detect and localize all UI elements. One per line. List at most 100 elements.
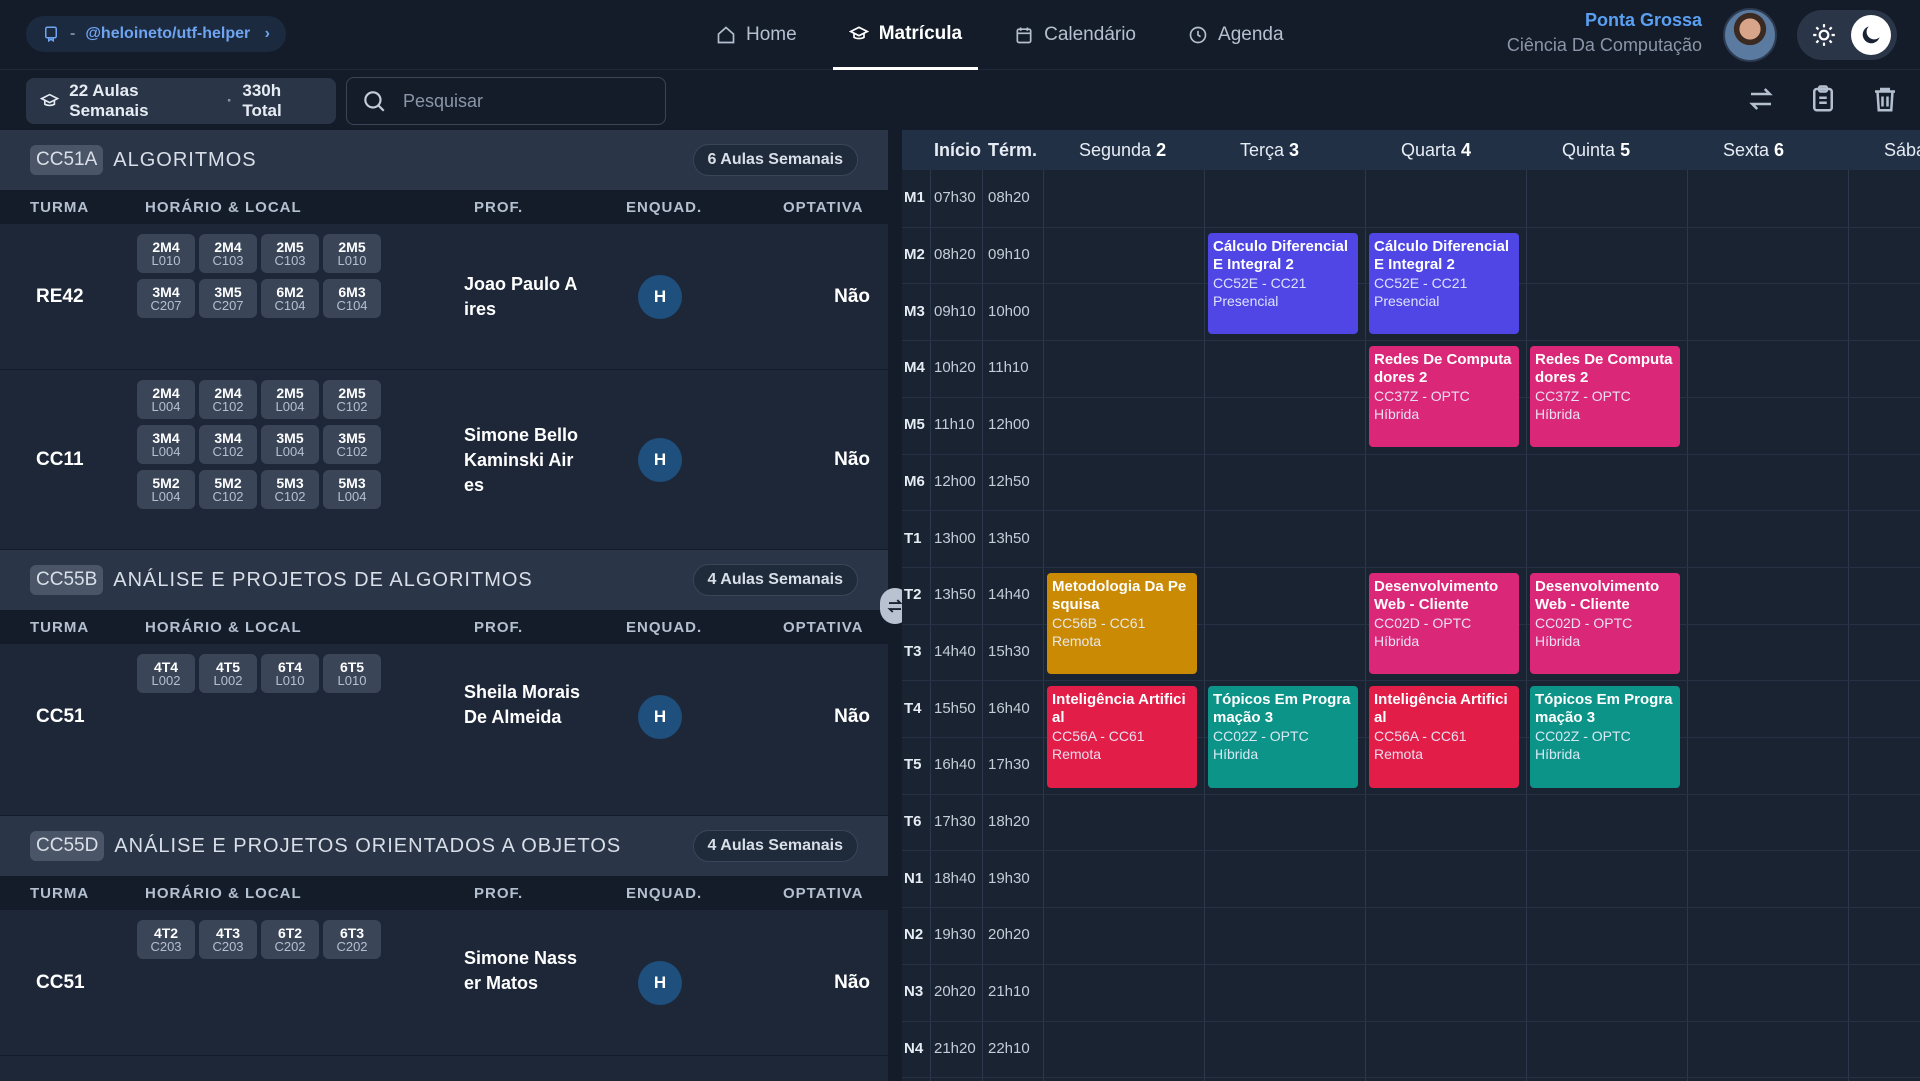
search-icon [364,91,385,112]
nav-calendario[interactable]: Calendário [998,0,1152,70]
slot-time: 2M5 [276,384,304,401]
swap-icon[interactable] [1746,84,1776,114]
sun-icon [1813,24,1835,46]
event-name: Tópicos Em Progra mação 3 [1535,691,1673,727]
slot-room: C104 [336,297,368,313]
class-event[interactable]: Cálculo Diferencial E Integral 2 CC52E - … [1208,232,1358,335]
clipboard-icon[interactable] [1808,84,1838,114]
class-event[interactable]: Tópicos Em Progra mação 3 CC02Z - OPTC Híb… [1530,686,1680,788]
start-column-header: Início [934,140,982,160]
day-name: Quarta [1401,140,1457,160]
day-number: 4 [1461,140,1472,160]
slot-time: 2M4 [214,238,242,255]
time-end: 14h40 [988,586,1030,604]
event-mode: Remota [1052,746,1102,763]
class-event[interactable]: Inteligência Artifici al CC56A - CC61 Remo… [1369,686,1519,788]
search-input[interactable] [403,90,643,112]
class-row[interactable]: CC11 2M4 L004 2M4 C102 2M5 L004 2M5 C102 3M4 L004 3… [0,370,888,550]
grid-column-line [1204,170,1205,1081]
day-header: Quinta 5 [1562,140,1630,161]
time-slot-code: M4 [904,359,925,377]
column-header-prof: PROF. [474,198,524,216]
nav-agenda[interactable]: Agenda [1172,0,1300,70]
time-slot-code: N3 [904,983,924,1001]
class-event[interactable]: Redes De Computa dores 2 CC37Z - OPTC Híbr… [1530,346,1680,448]
slot-time: 5M2 [214,474,242,491]
event-mode: Remota [1052,632,1102,649]
slot-room: C202 [274,938,306,954]
column-header-enquad: ENQUAD. [626,198,703,216]
class-row[interactable]: RE42 2M4 L010 2M4 C103 2M5 C103 2M5 L010 3M4 C207 3… [0,224,888,370]
class-event[interactable]: Inteligência Artifici al CC56A - CC61 Remo… [1047,686,1197,788]
subject-header[interactable]: CC55B ANÁLISE E PROJETOS DE ALGORITMOS 4 A… [0,550,888,610]
slot-room: C102 [336,443,368,459]
slot-room: C102 [212,398,244,414]
event-mode: Híbrida [1213,746,1259,763]
slot-time: 6T3 [339,924,365,941]
search-box [346,77,666,125]
time-slot-code: N1 [904,869,924,887]
avatar[interactable] [1723,8,1777,62]
total-hours: 330h Total [242,81,282,120]
github-repo-icon [45,26,57,43]
class-event[interactable]: Cálculo Diferencial E Integral 2 CC52E - … [1369,232,1519,335]
schedule-slot: 2M4 C102 [199,380,257,419]
class-event[interactable]: Tópicos Em Progra mação 3 CC02Z - OPTC Híb… [1208,686,1358,788]
trash-icon[interactable] [1870,84,1900,114]
time-start: 13h00 [934,529,976,547]
slot-time: 3M4 [152,283,180,300]
slot-room: L002 [151,672,181,688]
optativa-value: Não [834,449,870,470]
nav-home[interactable]: Home [700,0,813,70]
class-code: CC11 [36,449,84,470]
slot-time: 6M2 [276,283,304,300]
nav-home-label: Home [746,24,797,45]
time-start: 18h40 [934,869,976,887]
subject-header[interactable]: CC51A ALGORITMOS 6 Aulas Semanais [0,130,888,190]
slot-time: 2M5 [338,384,366,401]
event-code: CC56A - CC61 [1052,728,1145,745]
event-name: Desenvolvimento Web - Cliente [1374,577,1499,613]
user-info: Ponta Grossa Ciência Da Computação [1507,10,1702,56]
class-event[interactable]: Desenvolvimento Web - Cliente CC02D - OPT… [1369,572,1519,675]
event-code: CC56B - CC61 [1052,614,1146,631]
repo-link[interactable]: - @heloineto/utf-helper › [26,16,286,52]
class-event[interactable]: Desenvolvimento Web - Cliente CC02D - OPT… [1530,572,1680,675]
time-end: 16h40 [988,699,1030,717]
time-slot-code: M1 [904,189,925,207]
schedule-slot: 3M5 C102 [323,425,381,464]
class-row[interactable]: CC51 4T2 C203 4T3 C203 6T2 C202 6T3 C202 Simone N… [0,910,888,1056]
grid-column-line [1848,170,1849,1081]
optativa-value: Não [834,706,870,727]
slot-time: 5M3 [338,474,366,491]
enquadramento-badge: H [638,438,682,482]
schedule-slot: 2M4 L010 [137,234,195,273]
nav-matricula[interactable]: Matrícula [832,0,979,70]
column-header-horario: HORÁRIO & LOCAL [145,884,302,902]
slot-time: 2M5 [338,238,366,255]
class-event[interactable]: Redes De Computa dores 2 CC37Z - OPTC Híbr… [1369,346,1519,448]
schedule-slot: 2M4 C103 [199,234,257,273]
grid-column-line [1526,170,1527,1081]
time-slot-code: T1 [904,529,922,547]
slot-time: 2M5 [276,238,304,255]
time-start: 08h20 [934,246,976,264]
event-code: CC52E - CC21 [1213,274,1307,291]
event-code: CC02Z - OPTC [1535,728,1631,745]
time-start: 20h20 [934,983,976,1001]
event-mode: Presencial [1374,292,1440,309]
chevron-right-icon: › [264,25,270,42]
toolbar-actions [1746,84,1900,114]
class-row[interactable]: CC51 4T4 L002 4T5 L002 6T4 L010 6T5 L010 Sheila M… [0,644,888,816]
optativa-value: Não [834,286,870,307]
time-end: 11h10 [988,359,1029,377]
event-code: CC56A - CC61 [1374,728,1467,745]
subject-header[interactable]: CC55D ANÁLISE E PROJETOS ORIENTADOS A OBJ… [0,816,888,876]
subject-code: CC55B [30,565,104,595]
theme-toggle[interactable] [1797,10,1897,60]
slot-room: L004 [275,443,305,459]
clock-icon [1189,26,1207,44]
class-event[interactable]: Metodologia Da Pe squisa CC56B - CC61 Remo… [1047,572,1197,675]
grid-row-line [902,907,1920,909]
column-header-horario: HORÁRIO & LOCAL [145,198,302,216]
